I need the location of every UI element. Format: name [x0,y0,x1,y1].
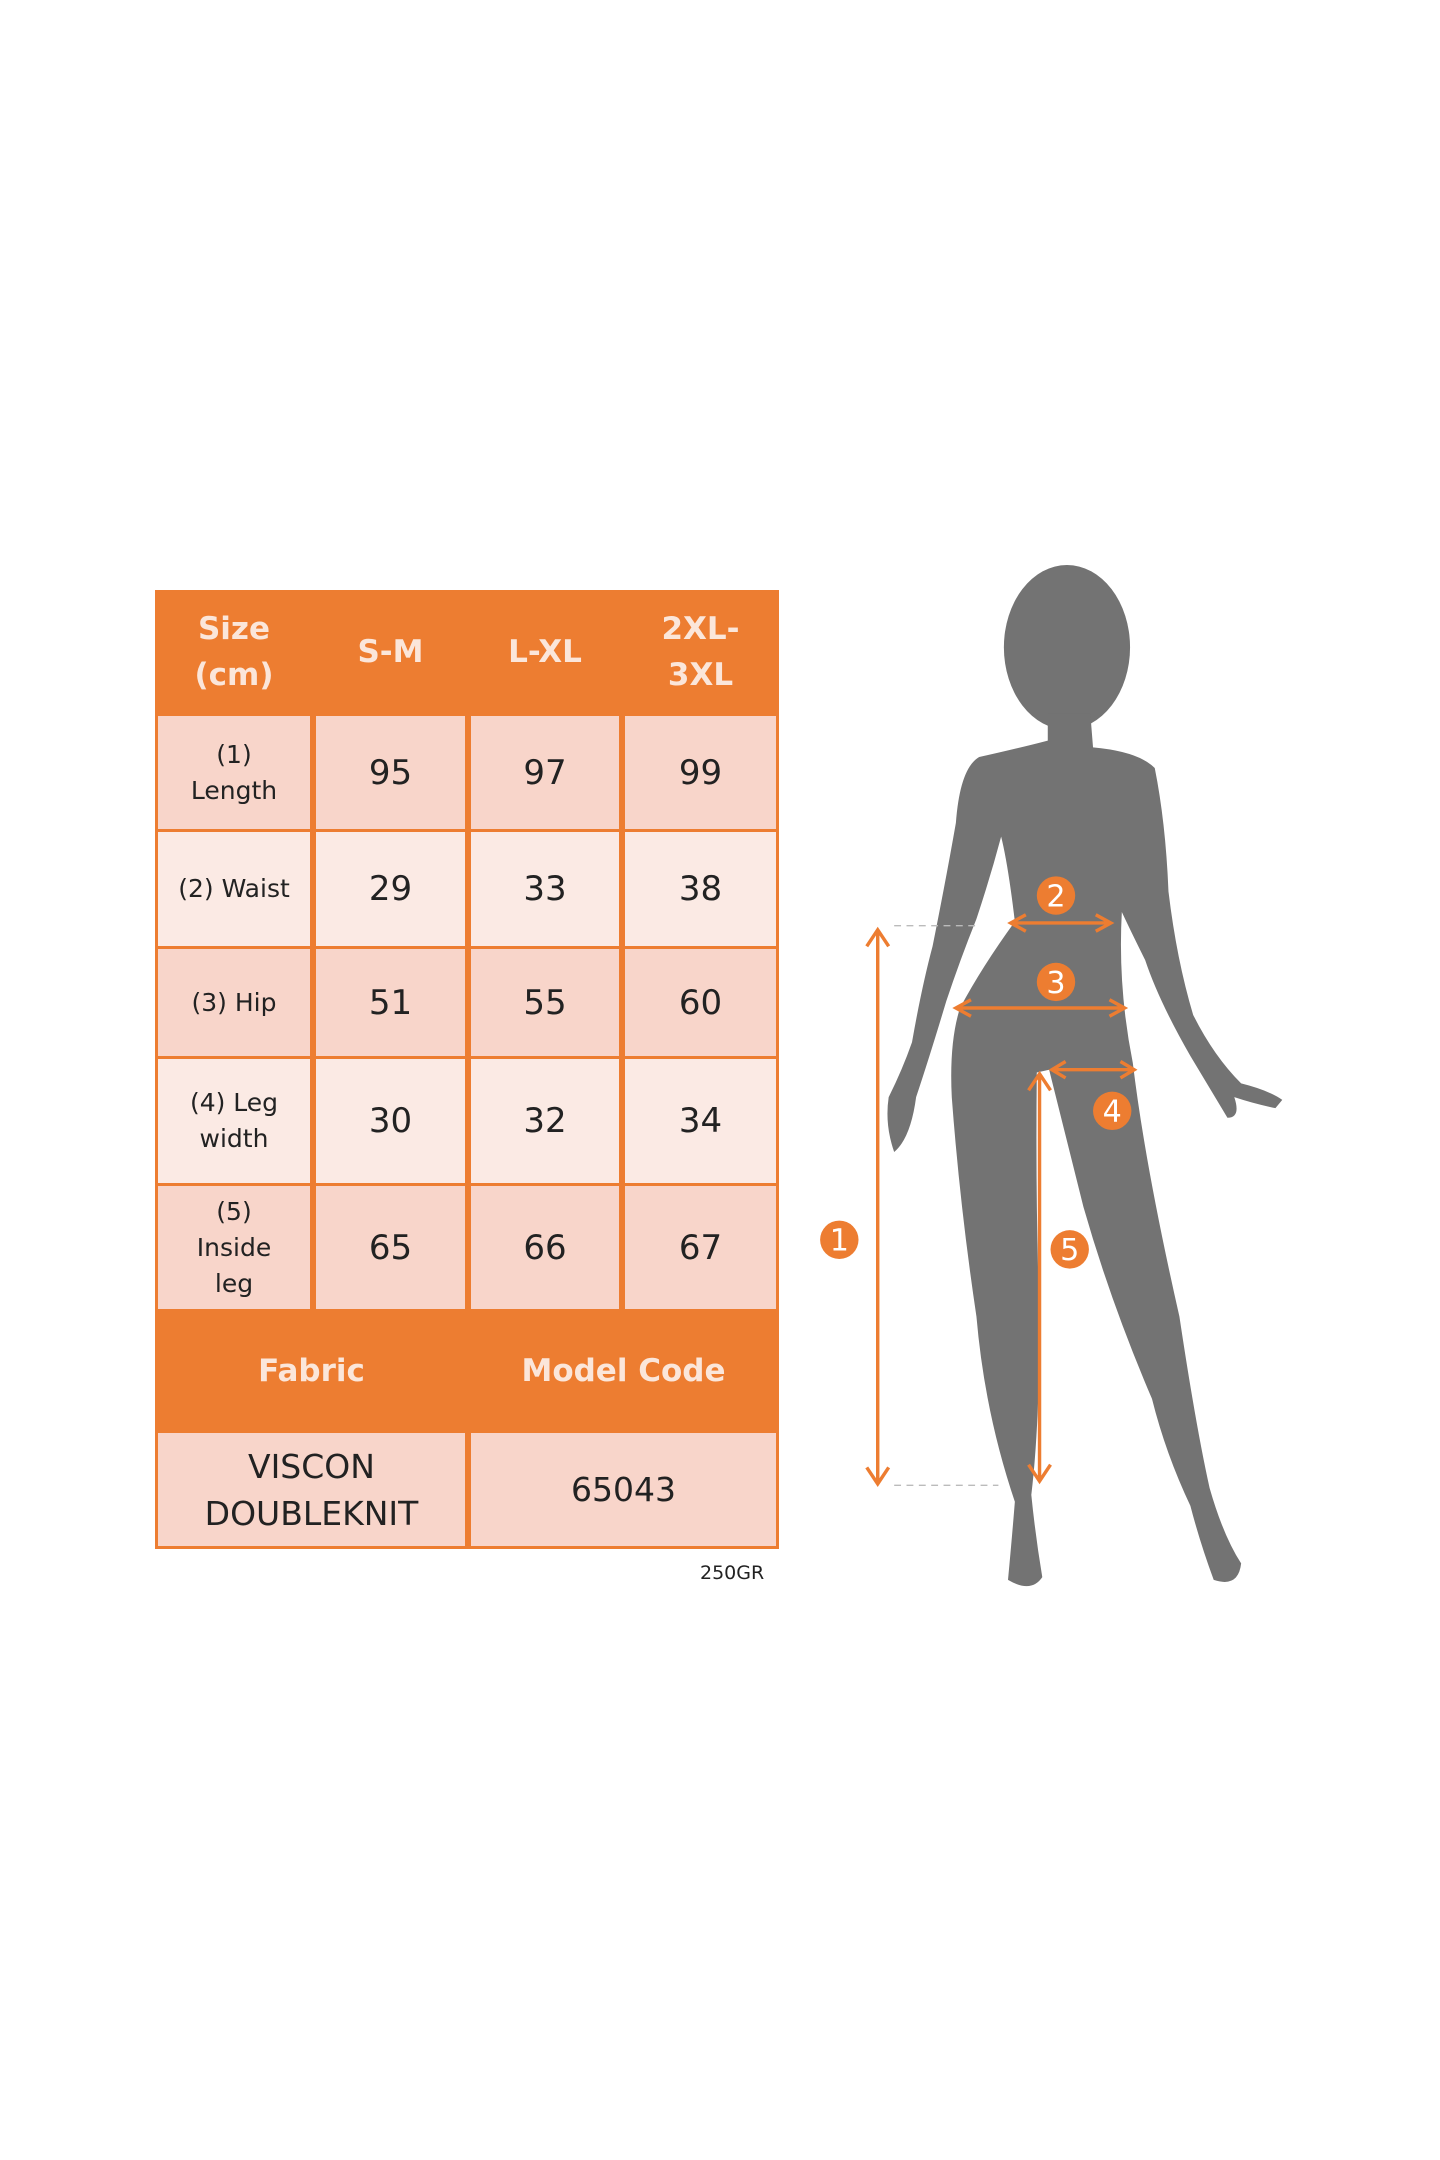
marker-badge-4 [1093,1091,1132,1131]
measurement-value: 33 [471,832,619,946]
marker-badge-3 [1036,962,1076,1002]
measurement-value: 60 [625,949,776,1056]
silhouette-body [887,713,1283,1587]
fabric-header: Fabric [258,1353,365,1389]
arrow-inside-leg [1027,1070,1052,1485]
marker-number: 3 [1046,966,1065,1001]
row-label: (1) Length [158,716,310,829]
measurement-value: 34 [625,1059,776,1183]
measurement-value: 51 [316,949,465,1056]
measurement-value: 29 [316,832,465,946]
measurement-value: 30 [316,1059,465,1183]
measurement-value: 66 [471,1186,619,1309]
marker-number: 2 [1046,879,1065,914]
measurement-value: 97 [471,716,619,829]
marker-number: 5 [1060,1233,1079,1268]
size-chart-table: Size (cm) S-M L-XL 2XL- 3XL (1) Length 95… [155,590,779,1549]
measurement-arrows [865,913,1138,1487]
measurement-value: 65 [316,1186,465,1309]
row-label: (3) Hip [158,949,310,1056]
marker-badge-5 [1050,1230,1089,1269]
marker-number: 1 [830,1224,849,1259]
header-l-xl: L-XL [508,633,582,670]
silhouette [887,565,1283,1587]
model-code-value: 65043 [471,1433,776,1546]
row-label: (2) Waist [158,832,310,946]
measurement-markers: 1 2 3 4 5 [820,876,1132,1269]
measurement-value: 55 [471,949,619,1056]
marker-badge-2 [1036,876,1076,915]
header-s-m: S-M [357,633,424,670]
silhouette-head [1003,565,1131,730]
measurement-value: 95 [316,716,465,829]
arrow-length [865,926,891,1487]
measurement-value: 99 [625,716,776,829]
measurement-value: 32 [471,1059,619,1183]
arrow-leg-width [1048,1060,1138,1080]
header-size: Size (cm) [194,610,274,693]
arrow-waist [1007,913,1115,933]
row-label: (4) Leg width [158,1059,310,1183]
measurement-value: 38 [625,832,776,946]
measurement-value: 67 [625,1186,776,1309]
header-2xl-3xl: 2XL- 3XL [661,610,740,693]
fabric-value: VISCON DOUBLEKNIT [158,1433,465,1546]
arrow-hip [952,998,1129,1018]
marker-number: 4 [1103,1095,1122,1130]
guide-lines [894,925,999,1486]
row-label: (5) Inside leg [158,1186,310,1309]
model-code-header: Model Code [521,1353,726,1389]
fabric-weight: 250GR [700,1562,765,1584]
marker-badge-1 [820,1220,859,1259]
